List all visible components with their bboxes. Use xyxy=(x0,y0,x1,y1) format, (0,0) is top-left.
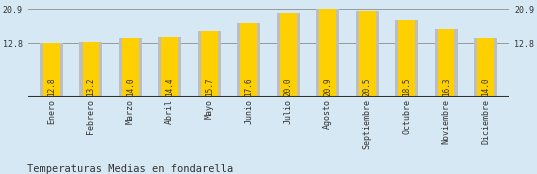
Text: 20.5: 20.5 xyxy=(362,77,372,96)
Bar xyxy=(198,31,221,97)
Bar xyxy=(43,44,60,97)
Bar xyxy=(398,19,415,97)
Text: 15.7: 15.7 xyxy=(205,77,214,96)
Text: 17.6: 17.6 xyxy=(244,77,253,96)
Bar xyxy=(162,37,178,97)
Bar xyxy=(40,44,63,97)
Text: 20.0: 20.0 xyxy=(284,77,293,96)
Text: 14.0: 14.0 xyxy=(126,77,135,96)
Bar xyxy=(79,42,102,97)
Text: 14.4: 14.4 xyxy=(165,77,175,96)
Bar xyxy=(201,31,217,97)
Bar xyxy=(474,38,497,97)
Bar xyxy=(438,29,454,97)
Bar xyxy=(241,23,257,97)
Bar xyxy=(119,38,142,97)
Text: Temperaturas Medias en fondarella: Temperaturas Medias en fondarella xyxy=(27,164,233,174)
Bar xyxy=(122,38,139,97)
Text: 20.9: 20.9 xyxy=(323,77,332,96)
Bar xyxy=(356,11,379,97)
Bar xyxy=(395,19,418,97)
Bar xyxy=(277,13,300,97)
Bar xyxy=(316,10,339,97)
Text: 14.0: 14.0 xyxy=(481,77,490,96)
Bar xyxy=(320,10,336,97)
Bar xyxy=(83,42,99,97)
Bar xyxy=(477,38,494,97)
Text: 12.8: 12.8 xyxy=(47,77,56,96)
Bar xyxy=(359,11,375,97)
Bar xyxy=(237,23,260,97)
Text: 16.3: 16.3 xyxy=(442,77,451,96)
Bar xyxy=(158,37,181,97)
Text: 18.5: 18.5 xyxy=(402,77,411,96)
Bar xyxy=(435,29,458,97)
Bar xyxy=(280,13,296,97)
Text: 13.2: 13.2 xyxy=(86,77,95,96)
